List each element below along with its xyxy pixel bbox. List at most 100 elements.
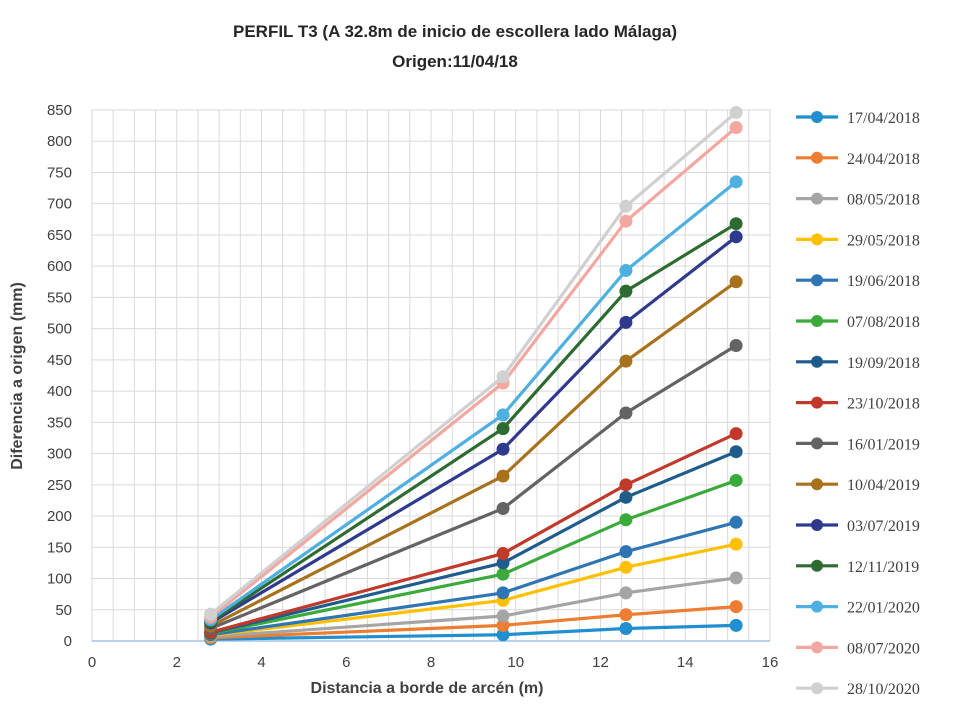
series-layer: [204, 105, 743, 646]
legend-label: 08/05/2018: [847, 192, 920, 209]
legend-marker: [811, 233, 823, 246]
legend-label: 12/11/2019: [847, 559, 919, 576]
legend-item: 10/04/2019: [796, 477, 920, 494]
legend-label: 03/07/2019: [847, 518, 920, 535]
series-line: [209, 280, 738, 628]
y-tick-label: 150: [47, 539, 72, 556]
series-line: [210, 520, 737, 637]
x-tick-label: 14: [677, 654, 694, 671]
y-tick-label: 550: [47, 289, 72, 306]
data-point: [496, 408, 510, 422]
x-axis-label: Distancia a borde de arcén (m): [311, 680, 544, 697]
legend-item: 03/07/2019: [796, 518, 920, 535]
y-tick-label: 700: [47, 196, 72, 213]
legend-label: 16/01/2019: [847, 436, 920, 453]
data-point: [619, 478, 633, 492]
data-point: [496, 370, 510, 384]
y-tick-label: 350: [47, 414, 72, 431]
legend-item: 19/06/2018: [796, 273, 920, 290]
series-line: [210, 623, 737, 641]
data-point: [496, 442, 510, 456]
series-line: [210, 605, 737, 640]
y-tick-label: 400: [47, 383, 72, 400]
data-point: [619, 315, 633, 329]
series-9: [204, 339, 743, 636]
series-line: [210, 576, 737, 639]
legend-label: 07/08/2018: [847, 314, 920, 331]
data-point: [496, 586, 510, 600]
legend-item: 19/09/2018: [796, 355, 920, 372]
x-tick-label: 0: [88, 654, 96, 671]
data-point: [729, 445, 743, 459]
legend-label: 19/09/2018: [847, 355, 920, 372]
legend-item: 16/01/2019: [796, 436, 920, 453]
legend-marker: [811, 111, 823, 123]
legend-marker: [811, 355, 823, 368]
data-point: [204, 607, 218, 621]
data-point: [729, 515, 743, 529]
data-point: [619, 199, 633, 213]
series-line: [210, 450, 737, 635]
legend-marker: [811, 315, 823, 327]
data-point: [729, 105, 743, 119]
y-tick-label: 250: [47, 477, 72, 494]
data-point: [619, 214, 633, 228]
data-point: [619, 545, 633, 559]
legend-item: 17/04/2018: [796, 110, 920, 127]
y-axis-label: Diferencia a origen (mm): [9, 282, 26, 470]
data-point: [496, 618, 510, 632]
y-tick-label: 650: [47, 227, 72, 244]
data-point: [729, 473, 743, 487]
x-tick-label: 10: [507, 654, 524, 671]
y-tick-label: 600: [47, 258, 72, 275]
legend-item: 22/01/2020: [796, 600, 920, 617]
data-point: [729, 230, 743, 244]
chart-title: PERFIL T3 (A 32.8m de inicio de escoller…: [233, 22, 677, 41]
data-point: [619, 490, 633, 504]
x-tick-label: 8: [427, 654, 435, 671]
legend-label: 29/05/2018: [847, 232, 920, 249]
data-point: [619, 354, 633, 368]
legend-label: 22/01/2020: [847, 600, 920, 617]
data-point: [619, 586, 633, 600]
y-tick-label: 200: [47, 508, 72, 525]
series-line: [209, 222, 737, 623]
y-tick-label: 100: [47, 571, 72, 588]
data-point: [729, 339, 743, 353]
legend-item: 23/10/2018: [796, 396, 920, 413]
legend-label: 23/10/2018: [847, 396, 920, 413]
data-point: [729, 175, 743, 189]
data-point: [619, 284, 633, 298]
y-tick-label: 450: [47, 352, 72, 369]
series-10: [204, 275, 743, 633]
axes: 0501001502002503003504004505005506006507…: [47, 102, 778, 671]
series-line: [209, 235, 738, 625]
series-line: [210, 542, 737, 637]
data-point: [496, 547, 510, 561]
legend-label: 17/04/2018: [847, 110, 920, 127]
legend-marker: [811, 641, 823, 654]
data-point: [496, 469, 510, 483]
data-point: [729, 537, 743, 551]
legend: 17/04/2018 24/04/2018 08/05/2018 29/05/2018…: [796, 110, 920, 698]
grid: [91, 109, 771, 642]
data-point: [619, 622, 633, 636]
data-point: [619, 513, 633, 527]
data-point: [619, 264, 633, 278]
legend-marker: [811, 600, 823, 613]
legend-item: 07/08/2018: [796, 314, 920, 331]
data-point: [729, 275, 743, 289]
x-tick-label: 6: [342, 654, 350, 671]
series-line: [209, 126, 738, 619]
y-tick-label: 850: [47, 102, 72, 119]
data-point: [496, 628, 510, 642]
y-tick-label: 300: [47, 446, 72, 463]
y-tick-label: 50: [55, 602, 72, 619]
legend-marker: [811, 559, 823, 572]
series-15: [204, 105, 743, 621]
legend-marker: [811, 192, 823, 205]
data-point: [729, 571, 743, 585]
data-point: [619, 608, 633, 622]
data-point: [729, 600, 743, 614]
data-point: [496, 609, 510, 623]
